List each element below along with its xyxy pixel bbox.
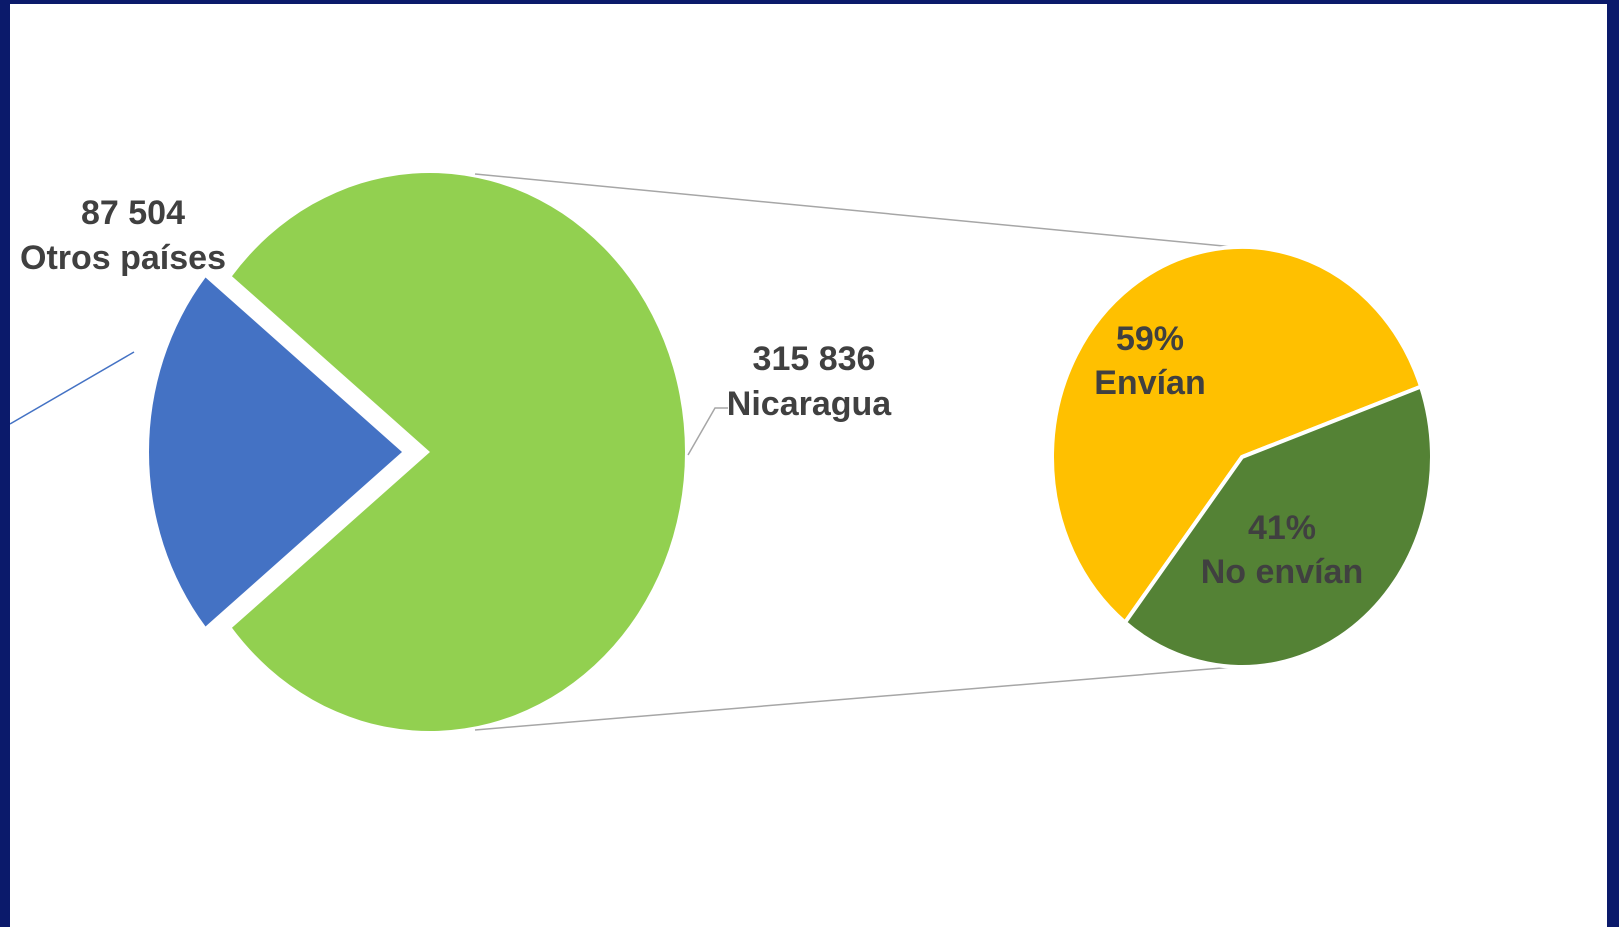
leader-lines <box>10 351 728 456</box>
envian-percent-label: 59% <box>1116 320 1184 358</box>
slice-otros-paises <box>149 277 402 627</box>
connector-lines <box>474 173 1235 731</box>
leader-line-otros <box>10 351 135 425</box>
otros-name-label: Otros países <box>20 239 226 277</box>
chart-panel: 87 504 Otros países 315 836 Nicaragua 59… <box>10 4 1607 927</box>
connector-top <box>474 173 1235 248</box>
no-envian-percent-label: 41% <box>1248 509 1316 547</box>
sub-pie <box>1050 245 1434 669</box>
slice-envian <box>1050 245 1423 625</box>
connector-bottom <box>474 666 1235 731</box>
slice-no-envian <box>1123 384 1434 669</box>
no-envian-name-label: No envían <box>1201 553 1363 591</box>
main-pie <box>149 173 686 732</box>
envian-name-label: Envían <box>1094 364 1205 402</box>
nicaragua-name-label: Nicaragua <box>727 385 892 423</box>
slice-nicaragua <box>231 173 686 732</box>
nicaragua-value-label: 315 836 <box>753 340 876 378</box>
leader-line-nicaragua <box>687 407 728 456</box>
otros-value-label: 87 504 <box>81 194 185 232</box>
pie-of-pie-chart: 87 504 Otros países 315 836 Nicaragua 59… <box>10 173 1434 732</box>
